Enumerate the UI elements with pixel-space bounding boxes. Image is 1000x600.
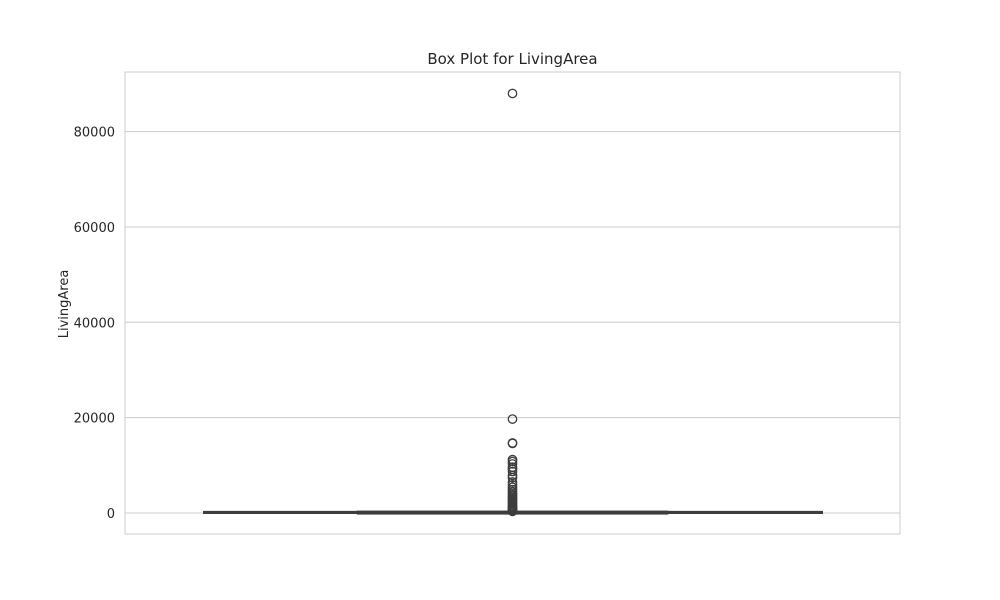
outlier-point xyxy=(507,459,518,469)
outlier-point xyxy=(507,414,518,424)
outlier-point xyxy=(507,88,518,99)
outlier-points xyxy=(507,88,518,517)
outlier-point xyxy=(507,466,518,477)
y-tick-label-0: 0 xyxy=(107,507,115,522)
chart-title: Box Plot for LivingArea xyxy=(427,50,597,68)
y-axis-label: LivingArea xyxy=(57,270,72,339)
outlier-point xyxy=(507,506,518,517)
y-tick-label-60000: 60000 xyxy=(74,221,115,236)
plot-frame xyxy=(124,71,901,535)
outlier-point xyxy=(507,472,518,483)
y-tick-label-80000: 80000 xyxy=(74,126,115,141)
outlier-point xyxy=(507,477,518,487)
outlier-point xyxy=(507,438,518,449)
y-tick-labels: 0 20000 40000 60000 80000 xyxy=(74,126,115,522)
y-tick-label-40000: 40000 xyxy=(74,316,115,331)
y-tick-label-20000: 20000 xyxy=(74,412,115,427)
